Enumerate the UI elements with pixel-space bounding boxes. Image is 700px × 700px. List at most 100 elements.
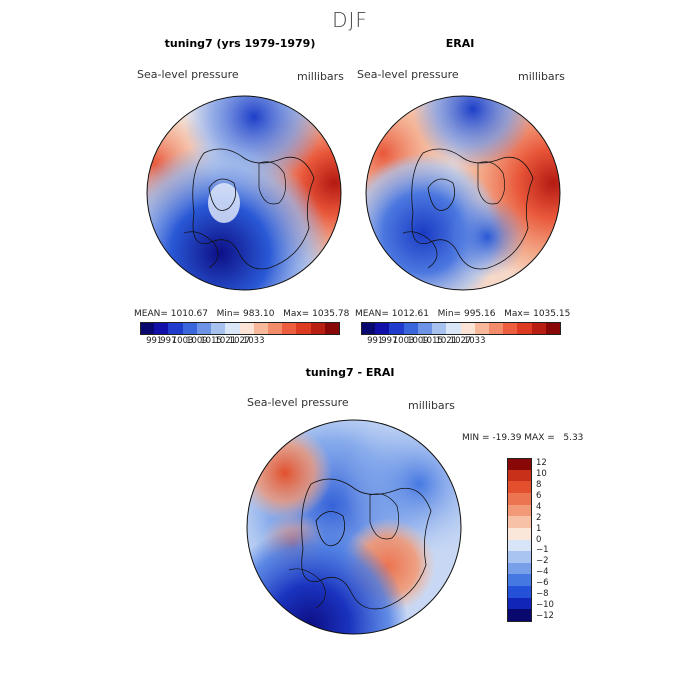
- panel1-max: 1035.78: [312, 309, 350, 319]
- colorbar-tick-label: 1009: [407, 336, 429, 346]
- colorbar-tick-label: −8: [536, 588, 549, 599]
- panel3-units-label: millibars: [408, 399, 455, 412]
- colorbar-swatch: [225, 322, 240, 334]
- panel3-colorbar-ticks: 12 10 8 6 4 2 1 0 −1 −2 −4 −6 −8 −10 −12: [536, 458, 576, 621]
- colorbar-tick-label: 991: [367, 336, 384, 346]
- panel1-min: 983.10: [242, 309, 275, 319]
- colorbar-tick-label: 1003: [171, 336, 194, 346]
- colorbar-tick-label: −6: [536, 578, 549, 588]
- panel2-colorbar: [361, 322, 561, 335]
- colorbar-swatch: [375, 322, 390, 334]
- colorbar-swatch: [403, 322, 419, 334]
- colorbar-tick-label: 1003: [392, 336, 415, 346]
- colorbar-tick-label: 1021: [435, 336, 458, 346]
- colorbar-swatch: [154, 322, 169, 334]
- colorbar-tick-label: 1009: [186, 336, 208, 346]
- colorbar-tick-label: 997: [381, 336, 398, 346]
- colorbar-swatch: [507, 469, 531, 482]
- colorbar-swatch: [361, 322, 376, 334]
- panel3-title: tuning7 - ERAI: [305, 366, 395, 379]
- colorbar-tick-label: 991: [146, 336, 163, 346]
- panel3-minmax: MIN = -19.39 MAX = 5.33: [462, 433, 584, 443]
- panel1-mean: 1010.67: [170, 309, 208, 319]
- colorbar-swatch: [507, 609, 531, 622]
- panel3-map: [246, 419, 462, 635]
- colorbar-swatch: [507, 492, 531, 506]
- colorbar-tick-label: −12: [536, 610, 554, 621]
- colorbar-tick-label: 1027: [449, 336, 472, 346]
- panel3-field-label: Sea-level pressure: [247, 396, 349, 409]
- colorbar-tick-label: −1: [536, 545, 549, 556]
- colorbar-tick-label: 1033: [463, 336, 486, 346]
- colorbar-swatch: [389, 322, 405, 334]
- panel1-colorbar: [140, 322, 340, 335]
- colorbar-tick-label: 0: [536, 534, 542, 545]
- panel1-colorbar-ticks: 991 997 1003 1009 1015 1021 1027 1033: [140, 336, 339, 348]
- colorbar-tick-label: 1027: [228, 336, 251, 346]
- colorbar-swatch: [507, 527, 531, 540]
- colorbar-tick-label: 10: [536, 469, 547, 480]
- colorbar-swatch: [545, 322, 561, 334]
- colorbar-swatch: [417, 322, 433, 334]
- colorbar-swatch: [507, 516, 531, 529]
- panel3-colorbar: [507, 458, 532, 622]
- colorbar-swatch: [531, 322, 547, 334]
- colorbar-swatch: [507, 551, 531, 564]
- colorbar-tick-label: 1015: [421, 336, 443, 346]
- colorbar-tick-label: 997: [160, 336, 177, 346]
- colorbar-swatch: [168, 322, 184, 334]
- colorbar-tick-label: −10: [536, 599, 554, 610]
- colorbar-tick-label: 4: [536, 501, 542, 512]
- panel2-units-label: millibars: [518, 70, 565, 83]
- colorbar-swatch: [432, 322, 447, 334]
- colorbar-swatch: [239, 322, 255, 334]
- colorbar-swatch: [507, 597, 531, 610]
- colorbar-swatch: [140, 322, 155, 334]
- colorbar-tick-label: 1021: [214, 336, 237, 346]
- colorbar-swatch: [474, 322, 490, 334]
- panel2-field-label: Sea-level pressure: [357, 68, 459, 81]
- panel2-title: ERAI: [445, 37, 475, 50]
- colorbar-swatch: [310, 322, 326, 334]
- colorbar-swatch: [460, 322, 476, 334]
- colorbar-swatch: [267, 322, 283, 334]
- colorbar-tick-label: 8: [536, 480, 542, 491]
- panel2-min: 995.16: [463, 309, 496, 319]
- colorbar-swatch: [507, 481, 531, 494]
- panel1-title: tuning7 (yrs 1979-1979): [164, 37, 316, 50]
- colorbar-tick-label: 6: [536, 491, 542, 501]
- colorbar-tick-label: 1033: [242, 336, 265, 346]
- colorbar-swatch: [253, 322, 269, 334]
- colorbar-swatch: [196, 322, 212, 334]
- panel1-units-label: millibars: [297, 70, 344, 83]
- colorbar-swatch: [324, 322, 340, 334]
- colorbar-swatch: [296, 322, 312, 334]
- colorbar-swatch: [507, 458, 531, 471]
- colorbar-swatch: [488, 322, 504, 334]
- colorbar-swatch: [211, 322, 226, 334]
- panel2-stats: MEAN= 1012.61 Min= 995.16 Max= 1035.15: [355, 309, 571, 319]
- panel2-mean: 1012.61: [391, 309, 429, 319]
- colorbar-tick-label: 12: [536, 458, 547, 469]
- colorbar-tick-label: −4: [536, 567, 549, 578]
- colorbar-swatch: [507, 562, 531, 575]
- colorbar-swatch: [446, 322, 461, 334]
- panel1-field-label: Sea-level pressure: [137, 68, 239, 81]
- colorbar-swatch: [507, 539, 531, 552]
- panel2-max: 1035.15: [533, 309, 571, 319]
- colorbar-swatch: [517, 322, 533, 334]
- colorbar-tick-label: −2: [536, 556, 549, 567]
- colorbar-tick-label: 2: [536, 512, 542, 523]
- colorbar-swatch: [507, 574, 531, 587]
- colorbar-swatch: [503, 322, 518, 334]
- colorbar-tick-label: 1: [536, 523, 542, 534]
- panel2-colorbar-ticks: 991 997 1003 1009 1015 1021 1027 1033: [361, 336, 560, 348]
- panel1-stats: MEAN= 1010.67 Min= 983.10 Max= 1035.78: [134, 309, 350, 319]
- colorbar-swatch: [282, 322, 297, 334]
- colorbar-swatch: [182, 322, 198, 334]
- colorbar-tick-label: 1015: [200, 336, 222, 346]
- panel1-map: [146, 95, 342, 291]
- panel2-map: [365, 95, 561, 291]
- colorbar-swatch: [507, 504, 531, 517]
- colorbar-swatch: [507, 586, 531, 599]
